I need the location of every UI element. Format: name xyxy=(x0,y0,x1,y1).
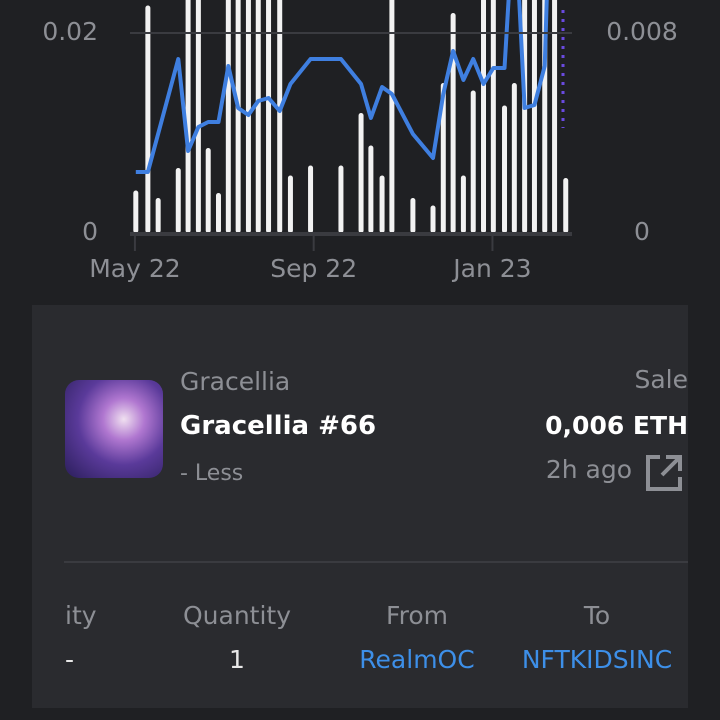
bar xyxy=(502,105,508,233)
bar xyxy=(440,83,446,233)
y-tick-label: 0.02 xyxy=(42,17,98,46)
time: 2h ago xyxy=(545,455,632,484)
bar xyxy=(368,145,374,233)
bar xyxy=(358,113,364,233)
price: 0,006 ETH xyxy=(545,411,688,440)
external-link-icon[interactable] xyxy=(644,453,684,493)
column-header: From xyxy=(386,601,448,630)
bar xyxy=(215,193,221,233)
bar xyxy=(235,0,241,233)
bar xyxy=(450,13,456,233)
y2-tick-label: 0 xyxy=(634,217,650,246)
bar xyxy=(287,175,293,233)
x-tick-label: Jan 23 xyxy=(451,254,531,283)
bar xyxy=(511,83,517,233)
bar xyxy=(490,0,496,233)
bar xyxy=(205,148,211,233)
link[interactable]: NFTKIDSINC xyxy=(521,645,673,674)
bar xyxy=(195,0,201,233)
bar xyxy=(379,175,385,233)
nft-image xyxy=(65,380,163,478)
link[interactable]: RealmOC xyxy=(359,645,475,674)
bar xyxy=(175,168,181,233)
x-tick-label: May 22 xyxy=(89,254,180,283)
bar xyxy=(531,0,537,233)
bar xyxy=(155,198,161,233)
bar xyxy=(410,198,416,233)
bar xyxy=(255,0,261,233)
chart: 0 0.02 0 0.008 May 22 Sep 22 Jan 23 xyxy=(42,0,678,283)
bar xyxy=(481,0,487,233)
bar xyxy=(266,0,272,233)
bar xyxy=(389,0,395,233)
price-line xyxy=(135,0,549,174)
bar xyxy=(460,175,466,233)
divider xyxy=(64,561,688,563)
column-header: ity xyxy=(65,601,97,630)
toggle[interactable]: - Less xyxy=(180,461,244,486)
x-tick-label: Sep 22 xyxy=(270,254,357,283)
bar xyxy=(563,178,569,233)
column-header: To xyxy=(583,601,611,630)
bar xyxy=(552,0,558,233)
bar xyxy=(225,0,231,233)
nft-name: Gracellia #66 xyxy=(180,411,377,441)
column-header: Quantity xyxy=(182,601,292,630)
y2-tick-label: 0.008 xyxy=(606,17,678,46)
collection: Gracellia xyxy=(180,367,291,396)
bar xyxy=(277,0,283,233)
bar xyxy=(185,0,191,233)
event: Sale xyxy=(634,365,688,394)
cell: 1 xyxy=(229,645,245,674)
bar xyxy=(470,90,476,233)
bar xyxy=(338,165,344,233)
cell: - xyxy=(65,645,75,674)
bar xyxy=(133,190,139,233)
bar xyxy=(145,5,151,233)
sale-card[interactable]: Gracellia Gracellia #66 - Less Sale 0,00… xyxy=(32,305,688,708)
bar xyxy=(308,165,314,233)
bar xyxy=(430,205,436,233)
y-tick-label: 0 xyxy=(82,217,98,246)
